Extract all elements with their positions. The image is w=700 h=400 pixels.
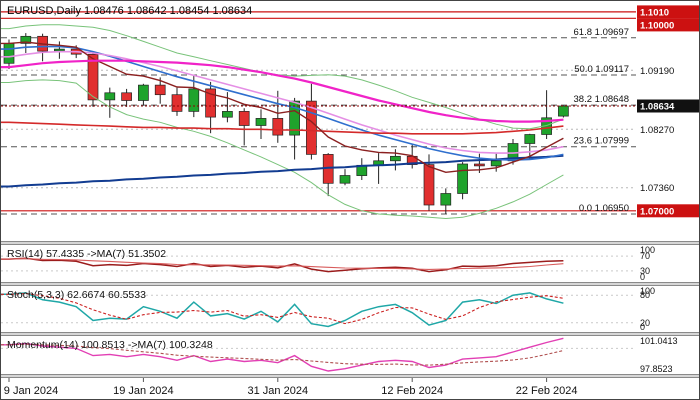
time-axis[interactable]: 9 Jan 2024 19 Jan 2024 31 Jan 2024 12 Feb 2…	[1, 378, 700, 400]
svg-text:100: 100	[640, 245, 655, 255]
price-badge: 1.10000	[637, 18, 699, 32]
svg-text:101.0413: 101.0413	[640, 336, 678, 346]
momentum-pane[interactable]: 101.0413 97.8523 Momentum(14) 100.8513 ->…	[1, 336, 700, 374]
svg-text:97.8523: 97.8523	[640, 364, 673, 374]
main-chart-pane[interactable]: 1.09190 1.08270 1.07360 1.1010 1.10000 1.0863…	[1, 1, 700, 241]
svg-text:1.08634: 1.08634	[640, 102, 675, 113]
svg-text:50.0 1.09117: 50.0 1.09117	[574, 64, 629, 75]
main-chart-canvas[interactable]: 1.09190 1.08270 1.07360 1.1010 1.10000 1.0863…	[1, 1, 700, 241]
svg-text:12 Feb 2024: 12 Feb 2024	[381, 385, 443, 397]
svg-text:70: 70	[640, 251, 650, 261]
stochastic-pane[interactable]: 100 80 20 0 Stoch(5,3,3) 62.6674 60.5533	[1, 286, 700, 332]
svg-text:20: 20	[640, 318, 650, 328]
pane-separator[interactable]	[1, 374, 699, 378]
time-axis-canvas[interactable]: 9 Jan 2024 19 Jan 2024 31 Jan 2024 12 Feb 2…	[1, 378, 700, 400]
svg-text:22 Feb 2024: 22 Feb 2024	[516, 385, 578, 397]
price-axis-label: 1.08270	[640, 125, 674, 136]
svg-text:19 Jan 2024: 19 Jan 2024	[113, 385, 174, 397]
price-badge: 1.07000	[637, 204, 699, 218]
horizontal-level-lines[interactable]	[1, 11, 636, 212]
svg-text:0: 0	[640, 272, 645, 282]
svg-text:9 Jan 2024: 9 Jan 2024	[4, 385, 58, 397]
svg-text:1.07000: 1.07000	[640, 206, 674, 217]
fibonacci-labels: 61.8 1.09697 50.0 1.09117 38.2 1.08648 23.6…	[574, 27, 629, 214]
time-axis-labels: 9 Jan 2024 19 Jan 2024 31 Jan 2024 12 Feb 2…	[4, 378, 578, 397]
price-badge: 1.08634	[637, 99, 699, 113]
svg-text:23.6 1.07999: 23.6 1.07999	[574, 136, 629, 147]
momentum-axis-labels: 101.0413 97.8523	[640, 336, 678, 374]
stoch-lines	[1, 292, 564, 328]
pane-separator[interactable]	[1, 282, 699, 286]
svg-text:0: 0	[640, 322, 645, 332]
momentum-lines	[1, 337, 564, 372]
svg-text:1.1010: 1.1010	[640, 7, 669, 18]
svg-text:0.0 1.06950: 0.0 1.06950	[579, 203, 629, 214]
rsi-guides	[1, 255, 636, 272]
price-axis-label: 1.09190	[640, 66, 674, 77]
price-gridlines	[1, 69, 636, 189]
svg-text:38.2 1.08648: 38.2 1.08648	[574, 94, 629, 105]
stoch-guides	[1, 294, 636, 324]
candles	[3, 33, 569, 214]
svg-text:61.8 1.09697: 61.8 1.09697	[574, 27, 629, 38]
svg-text:100: 100	[640, 286, 655, 296]
price-badge: 1.1010	[637, 5, 699, 19]
momentum-canvas[interactable]: 101.0413 97.8523	[1, 336, 700, 374]
rsi-pane[interactable]: 100 70 30 0 RSI(14) 57.4335 ->MA(7) 51.3502	[1, 245, 700, 282]
svg-text:80: 80	[640, 290, 650, 300]
ma-overlay-lines	[1, 24, 564, 220]
svg-text:1.10000: 1.10000	[640, 20, 674, 31]
rsi-lines	[1, 257, 564, 273]
svg-text:31 Jan 2024: 31 Jan 2024	[248, 385, 309, 397]
pane-separator[interactable]	[1, 332, 699, 336]
price-axis-label: 1.07360	[640, 183, 674, 194]
price-axis[interactable]: 1.09190 1.08270 1.07360 1.1010 1.10000 1.0863…	[637, 5, 699, 218]
svg-text:30: 30	[640, 266, 650, 276]
pane-separator[interactable]	[1, 241, 699, 245]
